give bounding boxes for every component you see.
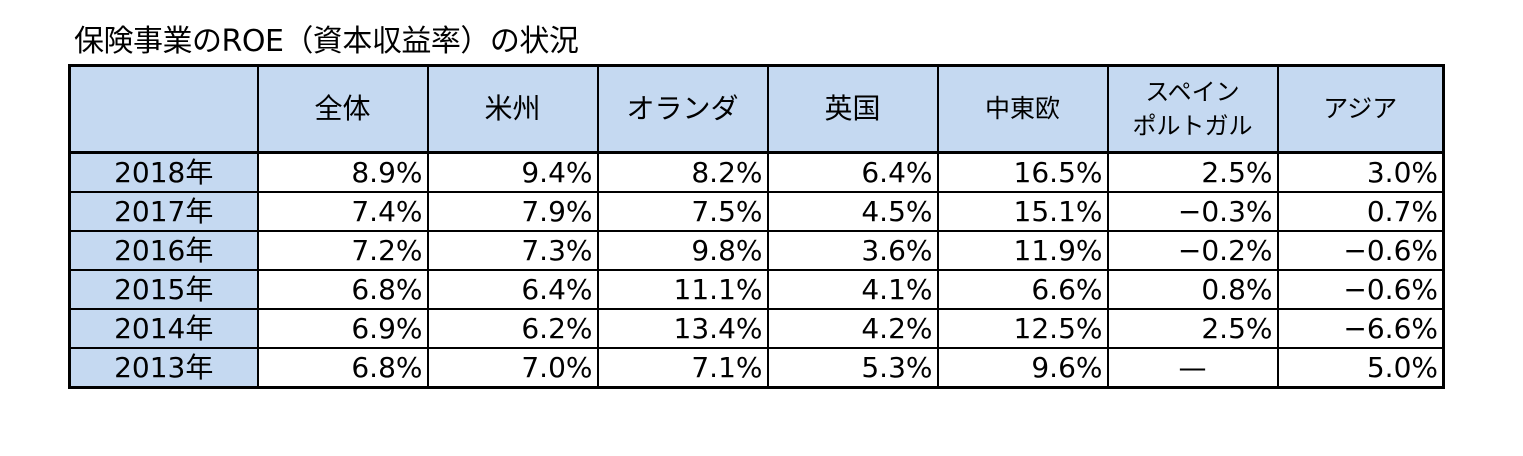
table-row: 2015年 6.8% 6.4% 11.1% 4.1% 6.6% 0.8% −0.… [68, 269, 1445, 310]
table-row: 2016年 7.2% 7.3% 9.8% 3.6% 11.9% −0.2% −0… [68, 230, 1445, 271]
header-col-spain-line: スペイン [1145, 78, 1240, 106]
value-cell: 6.8% [256, 347, 429, 389]
table-row: 2014年 6.9% 6.2% 13.4% 4.2% 12.5% 2.5% −6… [68, 308, 1445, 349]
value-cell: 3.6% [766, 230, 939, 271]
value-cell: 6.2% [426, 308, 599, 349]
table-row: 2017年 7.4% 7.9% 7.5% 4.5% 15.1% −0.3% 0.… [68, 191, 1445, 232]
value-cell: 11.1% [596, 269, 769, 310]
value-cell: 6.8% [256, 269, 429, 310]
header-row: 全体 米州 オランダ 英国 中東欧 スペイン ポルトガル アジア [68, 64, 1445, 154]
header-col-spain-portugal: スペイン ポルトガル [1106, 64, 1279, 154]
value-cell: 5.3% [766, 347, 939, 389]
value-cell: 7.1% [596, 347, 769, 389]
value-cell: 7.0% [426, 347, 599, 389]
header-col-portugal-line: ポルトガル [1132, 112, 1253, 140]
value-cell: 3.0% [1276, 151, 1445, 193]
value-cell: 15.1% [936, 191, 1109, 232]
year-cell: 2014年 [68, 308, 259, 349]
value-cell: — [1106, 347, 1279, 389]
value-cell: −0.6% [1276, 269, 1445, 310]
value-cell: 7.5% [596, 191, 769, 232]
value-cell: 2.5% [1106, 151, 1279, 193]
header-corner-cell [68, 64, 259, 154]
value-cell: 7.2% [256, 230, 429, 271]
value-cell: −0.6% [1276, 230, 1445, 271]
value-cell: 16.5% [936, 151, 1109, 193]
header-col-americas: 米州 [426, 64, 599, 154]
value-cell: 12.5% [936, 308, 1109, 349]
value-cell: −0.3% [1106, 191, 1279, 232]
year-cell: 2013年 [68, 347, 259, 389]
value-cell: 13.4% [596, 308, 769, 349]
year-cell: 2018年 [68, 151, 259, 193]
value-cell: 6.6% [936, 269, 1109, 310]
value-cell: 4.5% [766, 191, 939, 232]
year-cell: 2015年 [68, 269, 259, 310]
value-cell: 9.8% [596, 230, 769, 271]
year-cell: 2017年 [68, 191, 259, 232]
value-cell: −0.2% [1106, 230, 1279, 271]
value-cell: −6.6% [1276, 308, 1445, 349]
value-cell: 4.2% [766, 308, 939, 349]
table-row: 2013年 6.8% 7.0% 7.1% 5.3% 9.6% — 5.0% [68, 347, 1445, 389]
value-cell: 9.4% [426, 151, 599, 193]
value-cell: 2.5% [1106, 308, 1279, 349]
header-col-cee: 中東欧 [936, 64, 1109, 154]
header-col-uk: 英国 [766, 64, 939, 154]
roe-table: 全体 米州 オランダ 英国 中東欧 スペイン ポルトガル アジア 2018年 8… [68, 64, 1445, 389]
value-cell: 9.6% [936, 347, 1109, 389]
value-cell: 7.4% [256, 191, 429, 232]
year-cell: 2016年 [68, 230, 259, 271]
value-cell: 7.3% [426, 230, 599, 271]
value-cell: 6.4% [426, 269, 599, 310]
header-col-netherlands: オランダ [596, 64, 769, 154]
value-cell: 5.0% [1276, 347, 1445, 389]
header-col-asia: アジア [1276, 64, 1445, 154]
value-cell: 8.9% [256, 151, 429, 193]
value-cell: 7.9% [426, 191, 599, 232]
value-cell: 11.9% [936, 230, 1109, 271]
value-cell: 6.4% [766, 151, 939, 193]
value-cell: 0.7% [1276, 191, 1445, 232]
value-cell: 6.9% [256, 308, 429, 349]
value-cell: 0.8% [1106, 269, 1279, 310]
table-row: 2018年 8.9% 9.4% 8.2% 6.4% 16.5% 2.5% 3.0… [68, 151, 1445, 193]
value-cell: 4.1% [766, 269, 939, 310]
value-cell: 8.2% [596, 151, 769, 193]
page-title: 保険事業のROE（資本収益率）の状況 [74, 24, 579, 59]
header-col-overall: 全体 [256, 64, 429, 154]
